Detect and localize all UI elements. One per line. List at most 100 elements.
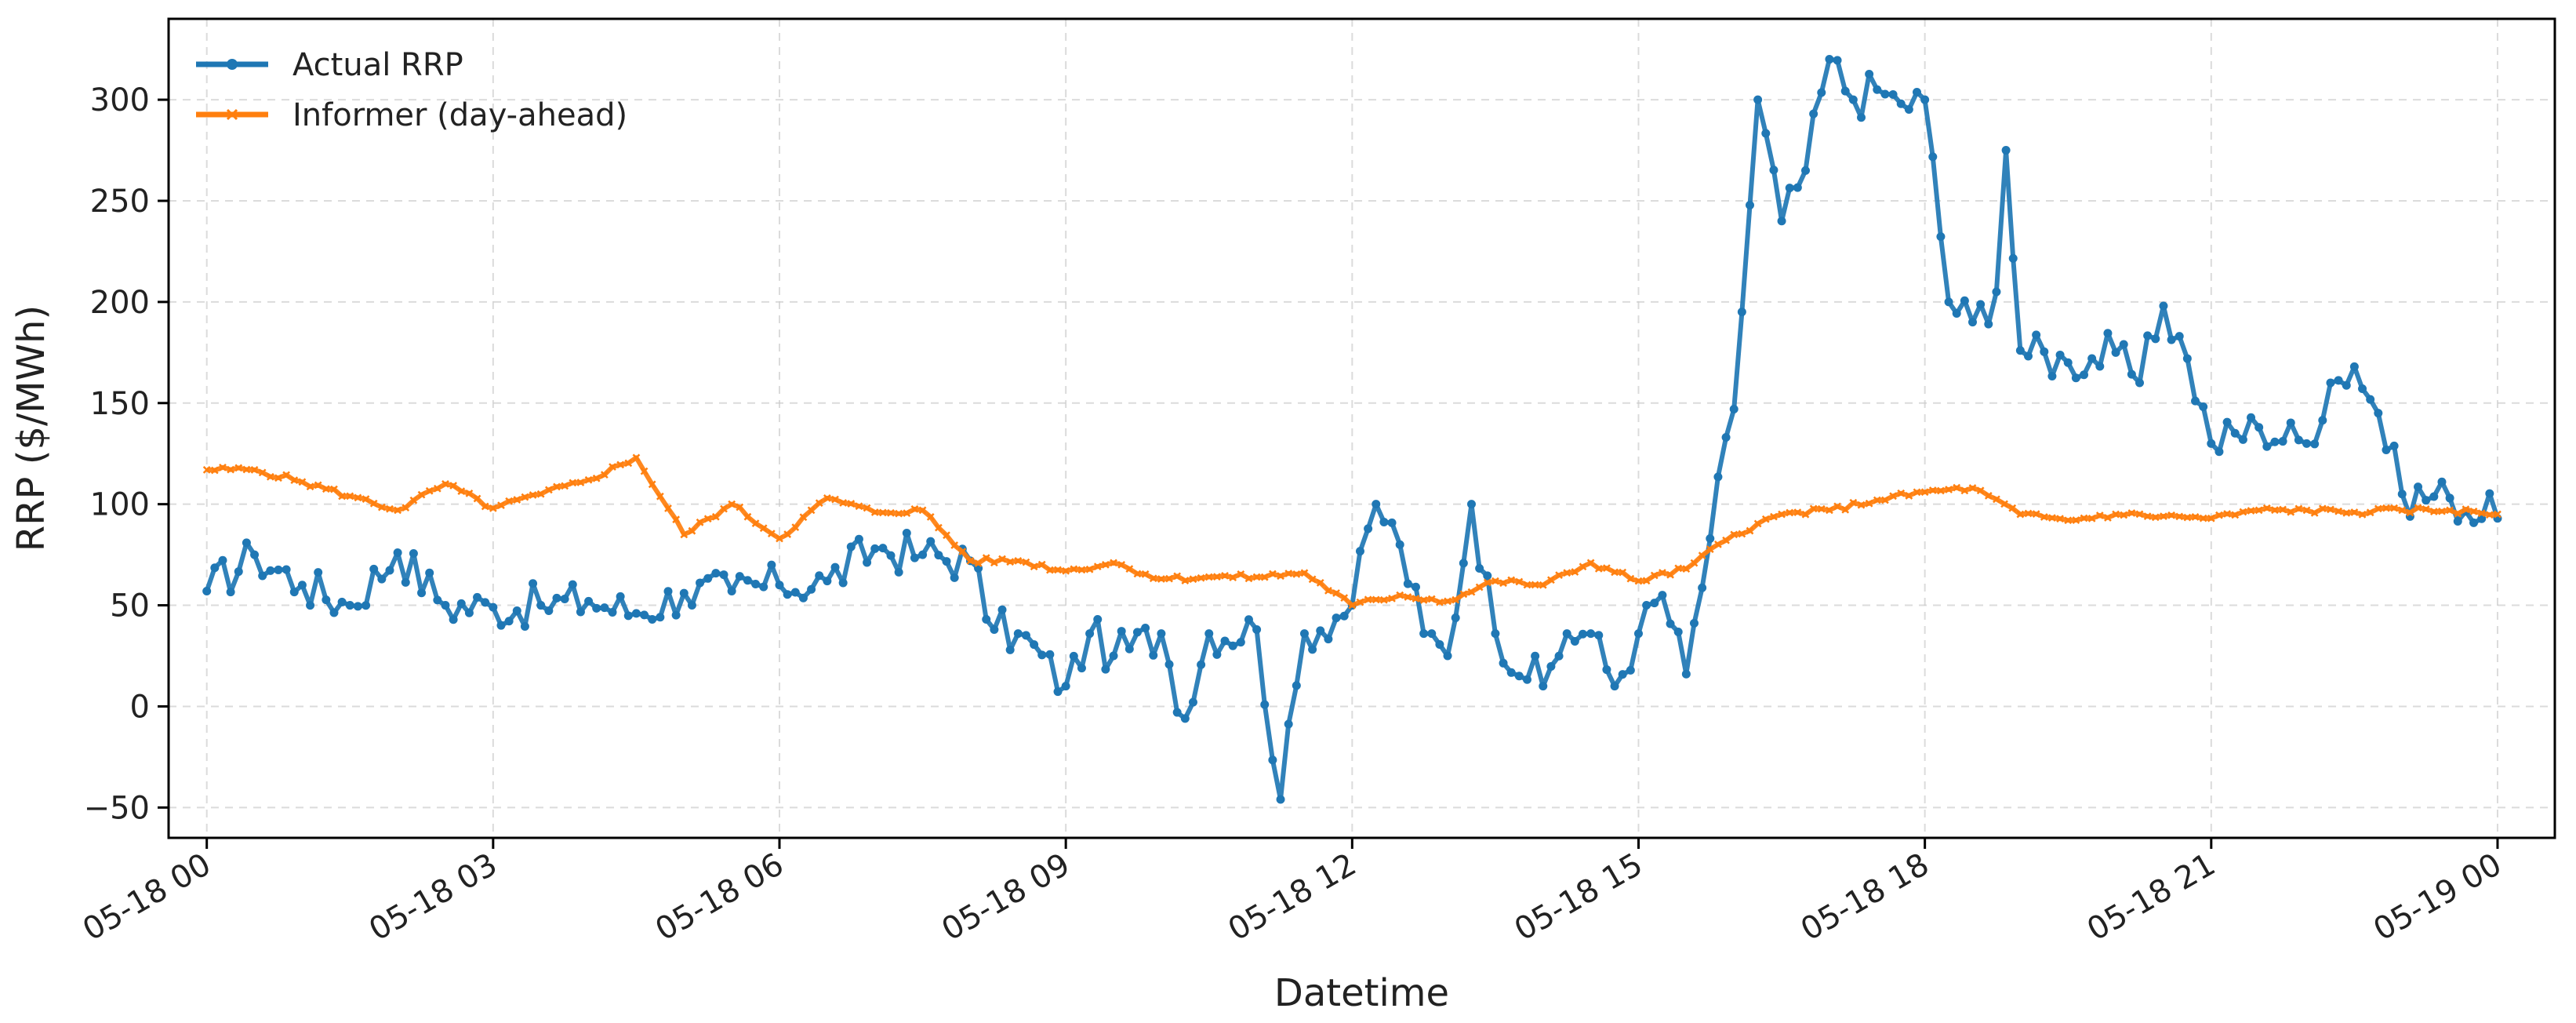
data-point bbox=[314, 568, 323, 577]
data-point bbox=[2127, 370, 2136, 379]
data-point bbox=[1706, 533, 1715, 543]
data-point bbox=[1117, 560, 1126, 569]
data-point bbox=[1976, 300, 1986, 309]
data-point bbox=[1801, 510, 1810, 519]
data-point bbox=[2262, 504, 2271, 512]
data-point bbox=[1466, 500, 1476, 509]
data-point bbox=[1451, 613, 1460, 623]
data-point bbox=[1013, 629, 1023, 639]
data-point bbox=[2095, 362, 2105, 371]
data-point bbox=[1857, 113, 1866, 122]
data-point bbox=[2453, 516, 2462, 526]
data-point bbox=[2175, 512, 2184, 521]
data-point bbox=[696, 578, 705, 588]
data-point bbox=[473, 592, 482, 602]
data-point bbox=[1308, 645, 1317, 654]
data-point bbox=[656, 613, 665, 622]
data-point bbox=[2087, 514, 2096, 522]
data-point bbox=[1181, 577, 1190, 584]
data-point bbox=[1475, 583, 1484, 592]
data-point bbox=[2446, 506, 2454, 515]
data-point bbox=[640, 467, 649, 475]
data-point bbox=[2485, 489, 2494, 498]
data-point bbox=[1888, 89, 1898, 99]
data-point bbox=[1928, 486, 1937, 494]
data-point bbox=[1436, 598, 1444, 606]
data-point bbox=[1633, 629, 1643, 639]
data-point bbox=[743, 576, 752, 585]
data-point bbox=[1180, 714, 1190, 723]
data-point bbox=[266, 566, 275, 575]
data-point bbox=[990, 559, 998, 567]
data-point bbox=[1475, 563, 1484, 573]
data-point bbox=[2254, 506, 2263, 515]
data-point bbox=[2342, 380, 2351, 390]
data-point bbox=[1571, 568, 1579, 576]
data-point bbox=[219, 463, 227, 471]
data-point bbox=[2239, 508, 2247, 516]
data-point bbox=[1062, 566, 1070, 575]
data-point bbox=[1411, 582, 1420, 592]
data-point bbox=[314, 481, 322, 490]
data-point bbox=[895, 509, 903, 518]
data-point bbox=[926, 537, 936, 546]
data-point bbox=[2000, 500, 2008, 508]
data-point bbox=[2374, 409, 2383, 418]
data-point bbox=[529, 491, 537, 499]
data-point bbox=[2143, 331, 2153, 340]
data-point bbox=[759, 582, 768, 592]
data-point bbox=[2358, 384, 2367, 394]
data-point bbox=[1626, 665, 1635, 675]
data-point bbox=[2159, 301, 2168, 311]
data-point bbox=[369, 499, 378, 508]
data-point bbox=[1395, 540, 1404, 549]
data-point bbox=[1539, 581, 1547, 589]
data-point bbox=[624, 459, 633, 468]
data-point bbox=[210, 466, 219, 475]
data-point bbox=[1388, 594, 1396, 603]
data-point bbox=[934, 523, 943, 532]
data-point bbox=[1881, 496, 1889, 504]
data-point bbox=[377, 574, 387, 584]
data-point bbox=[727, 587, 736, 596]
data-point bbox=[2438, 507, 2446, 515]
data-point bbox=[1292, 570, 1301, 578]
data-point bbox=[1396, 591, 1404, 599]
data-point bbox=[2310, 508, 2319, 517]
data-point bbox=[1753, 519, 1762, 528]
data-point bbox=[838, 578, 848, 588]
data-point bbox=[1419, 596, 1428, 604]
data-point bbox=[799, 513, 808, 522]
data-point bbox=[1730, 530, 1739, 539]
data-point bbox=[1992, 287, 2001, 297]
data-point bbox=[1132, 628, 1142, 637]
data-point bbox=[218, 555, 227, 565]
data-point bbox=[790, 588, 800, 597]
data-point bbox=[433, 484, 441, 493]
y-tick-label: 200 bbox=[90, 285, 150, 321]
data-point bbox=[297, 581, 307, 590]
data-point bbox=[696, 518, 704, 526]
data-point bbox=[2095, 512, 2104, 519]
data-point bbox=[1626, 574, 1635, 583]
data-point bbox=[680, 530, 689, 539]
data-point bbox=[2127, 509, 2136, 517]
data-point bbox=[1229, 573, 1237, 581]
data-point bbox=[1070, 565, 1078, 573]
data-point bbox=[632, 453, 641, 462]
data-point bbox=[1515, 577, 1524, 586]
data-point bbox=[2238, 435, 2247, 444]
data-point bbox=[386, 504, 394, 513]
data-point bbox=[369, 564, 379, 573]
data-point bbox=[1873, 85, 1882, 94]
data-point bbox=[1786, 508, 1794, 517]
data-point bbox=[2008, 504, 2017, 512]
data-point bbox=[2048, 514, 2056, 522]
data-point bbox=[1340, 594, 1349, 602]
legend: Actual RRP Informer (day-ahead) bbox=[196, 47, 627, 133]
data-point bbox=[2111, 348, 2120, 357]
data-point bbox=[855, 502, 863, 511]
data-point bbox=[2247, 413, 2256, 422]
data-point bbox=[1904, 105, 1913, 115]
data-point bbox=[1650, 571, 1659, 580]
